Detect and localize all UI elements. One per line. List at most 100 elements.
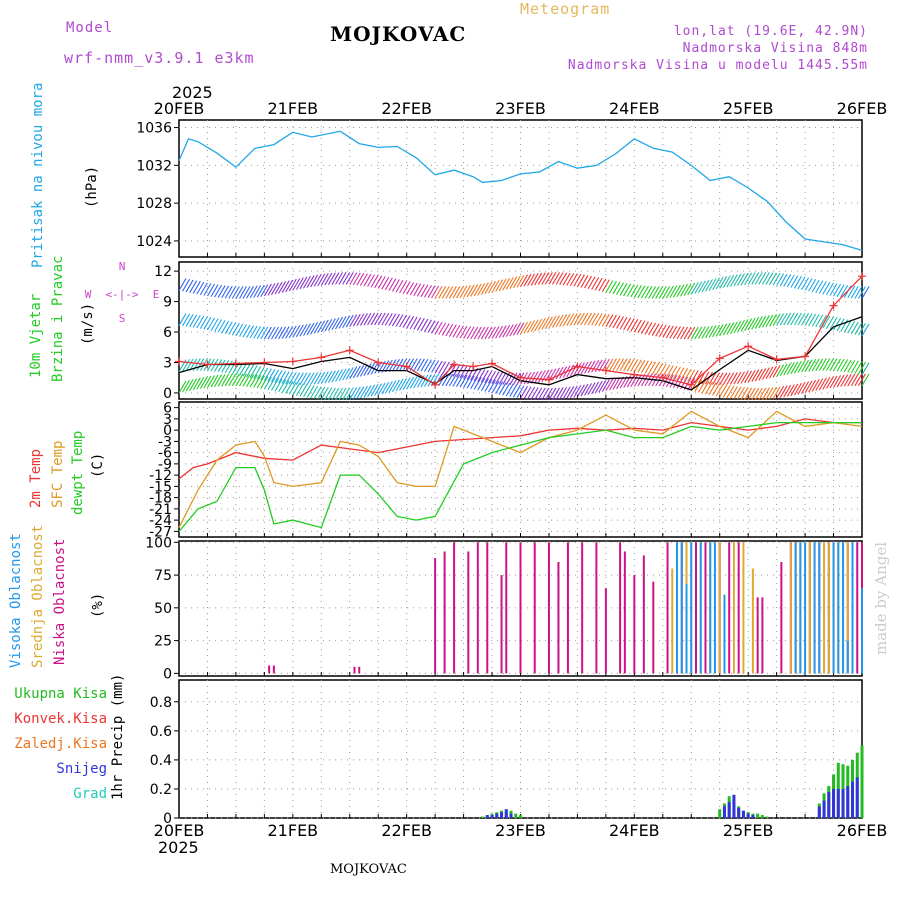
wind-barb bbox=[466, 284, 475, 298]
wind-barb bbox=[335, 369, 343, 382]
wind-barb bbox=[601, 313, 610, 327]
wind-barb bbox=[331, 317, 340, 331]
wind-barb bbox=[214, 284, 223, 298]
wind-barb bbox=[260, 326, 269, 340]
wind-barb bbox=[370, 312, 379, 326]
wind-gust-point bbox=[772, 355, 781, 364]
wind-barb bbox=[637, 359, 646, 373]
temperature-panel: 630-3-6-9-12-15-18-21-24-27 bbox=[149, 401, 863, 540]
date-label-top: 26FEB bbox=[837, 99, 888, 118]
wind-barb bbox=[196, 281, 205, 295]
clouds-bar bbox=[353, 666, 356, 674]
wind-barb bbox=[292, 325, 301, 338]
wind-barb bbox=[655, 362, 664, 376]
wind-barb bbox=[616, 376, 625, 390]
wind-barb bbox=[758, 387, 767, 401]
wind-barb bbox=[406, 315, 415, 329]
wind-barb bbox=[687, 282, 696, 296]
wind-barb bbox=[854, 361, 863, 374]
wind-barb bbox=[726, 385, 735, 399]
wind-barb bbox=[644, 286, 653, 299]
wind-barb bbox=[310, 385, 319, 399]
wind-barb bbox=[502, 324, 511, 338]
wind-gust-point bbox=[402, 362, 411, 371]
wind-barb bbox=[733, 386, 742, 400]
wind-barb bbox=[534, 272, 543, 286]
wind-barb bbox=[406, 376, 415, 390]
clouds-bar bbox=[856, 542, 859, 674]
wind-barb bbox=[313, 372, 322, 385]
wind-barb bbox=[676, 284, 685, 298]
clouds-bar bbox=[690, 542, 693, 674]
wind-barb bbox=[786, 362, 795, 375]
wind-barb bbox=[569, 273, 578, 287]
wind-barb bbox=[295, 383, 304, 396]
wind-barb bbox=[847, 285, 856, 299]
wind-barb bbox=[861, 373, 870, 387]
wind-barb bbox=[850, 360, 859, 374]
wind-barb bbox=[206, 375, 215, 388]
wind-barb bbox=[349, 387, 358, 400]
wind-gust-point bbox=[687, 380, 696, 389]
wind-barb bbox=[477, 326, 486, 340]
wind-barb bbox=[189, 280, 198, 293]
wind-barb bbox=[199, 282, 208, 296]
wind-barb bbox=[697, 380, 706, 393]
y-tick-label: -9 bbox=[158, 457, 172, 473]
wind-barb bbox=[292, 372, 301, 385]
page-title: MOJKOVAC bbox=[330, 22, 467, 46]
wind-barb bbox=[441, 323, 450, 336]
wind-barb bbox=[235, 286, 244, 299]
wind-barb bbox=[626, 318, 635, 331]
precip-bar bbox=[737, 807, 741, 818]
wind-barb bbox=[523, 386, 532, 400]
wind-barb bbox=[708, 372, 717, 385]
wind-barb bbox=[566, 364, 575, 378]
wind-barb bbox=[246, 285, 255, 299]
wind-barb bbox=[249, 325, 258, 339]
wind-barb bbox=[399, 358, 408, 372]
wind-barb bbox=[527, 386, 536, 400]
wind-barb bbox=[818, 315, 827, 328]
wind-barb bbox=[242, 363, 251, 377]
clouds-bar bbox=[751, 568, 754, 674]
wind-barb bbox=[680, 283, 689, 297]
wind-barb bbox=[861, 362, 870, 376]
wind-gust-point bbox=[488, 359, 497, 368]
wind-barb bbox=[552, 315, 560, 328]
wind-barb bbox=[658, 324, 667, 338]
wind-barb bbox=[349, 272, 358, 285]
wind-barb bbox=[463, 375, 472, 388]
clouds-bar bbox=[723, 594, 726, 674]
wind-barb bbox=[434, 360, 443, 374]
wind-barb bbox=[544, 272, 553, 285]
wind-barb bbox=[801, 277, 810, 291]
wind-barb bbox=[285, 381, 294, 394]
clouds-bar bbox=[789, 542, 792, 674]
wind-gust-point bbox=[317, 353, 326, 362]
wind-barb bbox=[295, 324, 304, 338]
wind-barb bbox=[278, 370, 287, 384]
wind-barb bbox=[445, 286, 454, 299]
wind-barb bbox=[843, 359, 852, 373]
wind-barb bbox=[587, 312, 596, 326]
wind-barb bbox=[388, 313, 397, 326]
wind-barb bbox=[765, 366, 774, 380]
wind-barb bbox=[648, 322, 657, 336]
wind-barb bbox=[612, 281, 621, 295]
wind-barb bbox=[776, 364, 785, 377]
wind-barb bbox=[850, 285, 859, 299]
clouds-bar bbox=[443, 551, 446, 674]
legend-ukupna: Ukupna Kisa bbox=[14, 686, 107, 702]
date-label-top: 25FEB bbox=[723, 99, 774, 118]
wind-barb bbox=[320, 387, 329, 400]
clouds-bar bbox=[505, 542, 508, 674]
wind-barb bbox=[822, 358, 831, 371]
wind-barb bbox=[217, 320, 226, 333]
wind-barb bbox=[263, 283, 272, 297]
wind-barb bbox=[242, 324, 251, 338]
wind-barb bbox=[359, 385, 368, 399]
wind-barb bbox=[747, 387, 756, 401]
wind-barb bbox=[221, 285, 230, 299]
wind-barb bbox=[324, 272, 333, 286]
